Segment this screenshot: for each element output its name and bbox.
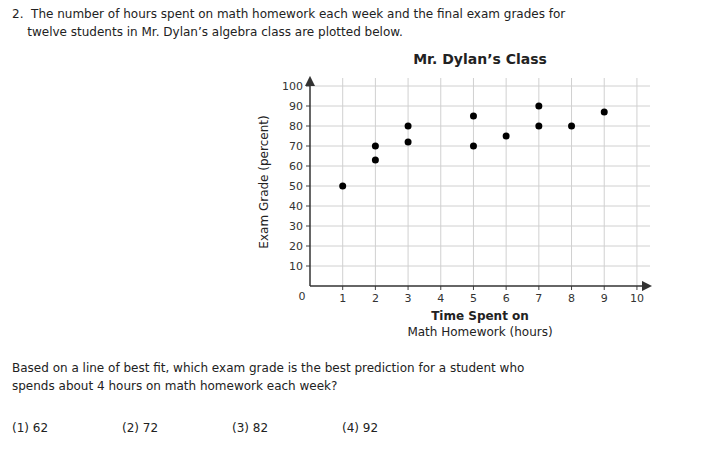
- question-line: spends about 4 hours on math homework ea…: [12, 379, 337, 393]
- grid-line: [375, 78, 376, 286]
- tick-label: 4: [437, 292, 444, 305]
- point: [535, 123, 542, 130]
- tick-label: 10: [289, 260, 303, 273]
- point: [470, 143, 477, 150]
- point: [339, 183, 346, 190]
- grid-line: [310, 186, 650, 187]
- tick-label: 5: [470, 292, 477, 305]
- grid-line: [408, 78, 409, 286]
- x-axis: [310, 285, 650, 287]
- tick-label: 70: [289, 140, 303, 153]
- y-axis: [309, 78, 311, 286]
- grid-line: [310, 86, 650, 87]
- point: [372, 157, 379, 164]
- tick-label: 1: [339, 292, 346, 305]
- tick-label: 90: [289, 100, 303, 113]
- choice: (1) 62: [12, 421, 48, 435]
- choice: (2) 72: [122, 421, 158, 435]
- points: [339, 103, 608, 190]
- point: [503, 133, 510, 140]
- tick-label: 7: [535, 292, 542, 305]
- tick-label: 6: [503, 292, 510, 305]
- point: [372, 143, 379, 150]
- question-line: Based on a line of best fit, which exam …: [12, 361, 524, 375]
- tick-label: 20: [289, 240, 303, 253]
- choice: (3) 82: [232, 421, 268, 435]
- tick-label: 2: [372, 292, 379, 305]
- grid-line: [440, 78, 441, 286]
- header-line: twelve students in Mr. Dylan’s algebra c…: [12, 25, 403, 39]
- choice: (4) 92: [342, 421, 378, 435]
- grid-line: [310, 266, 650, 267]
- grid-line: [310, 126, 650, 127]
- y-axis-label: Exam Grade (percent): [257, 115, 271, 248]
- annotation: 0: [299, 290, 306, 303]
- title: Mr. Dylan’s Class: [413, 51, 547, 67]
- grid: [310, 78, 650, 286]
- x-axis-label: Time Spent on: [431, 309, 529, 323]
- point: [601, 109, 608, 116]
- tick-label: 3: [405, 292, 412, 305]
- tick-label: 9: [601, 292, 608, 305]
- grid-line: [310, 146, 650, 147]
- point: [535, 103, 542, 110]
- header-line: 2. The number of hours spent on math hom…: [12, 7, 565, 21]
- grid-line: [636, 78, 637, 286]
- grid-line: [310, 166, 650, 167]
- point: [470, 113, 477, 120]
- chart: 2. The number of hours spent on math hom…: [0, 0, 725, 463]
- tick-label: 60: [289, 160, 303, 173]
- grid-line: [506, 78, 507, 286]
- tick-label: 10: [630, 292, 644, 305]
- grid-line: [571, 78, 572, 286]
- grid-line: [473, 78, 474, 286]
- point: [568, 123, 575, 130]
- point: [405, 123, 412, 130]
- tick-label: 80: [289, 120, 303, 133]
- point: [405, 139, 412, 146]
- x-axis-label: Math Homework (hours): [407, 325, 552, 339]
- grid-line: [310, 206, 650, 207]
- tick-label: 50: [289, 180, 303, 193]
- tick-label: 100: [282, 80, 303, 93]
- grid-line: [310, 246, 650, 247]
- tick-label: 40: [289, 200, 303, 213]
- tick-label: 30: [289, 220, 303, 233]
- grid-line: [310, 226, 650, 227]
- grid-line: [342, 78, 343, 286]
- tick-label: 8: [568, 292, 575, 305]
- grid-line: [310, 106, 650, 107]
